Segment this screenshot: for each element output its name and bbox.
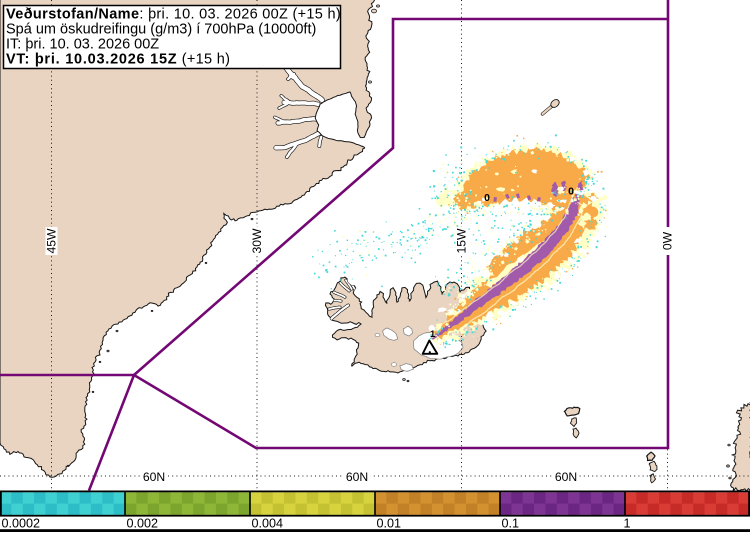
svg-text:0W: 0W	[661, 231, 675, 250]
svg-text:45W: 45W	[45, 228, 59, 254]
svg-text:60N: 60N	[143, 470, 165, 484]
svg-text:1: 1	[624, 517, 631, 531]
svg-text:0.002: 0.002	[127, 517, 159, 531]
svg-text:60N: 60N	[346, 470, 368, 484]
svg-text:30W: 30W	[250, 228, 264, 254]
svg-text:IT: þri. 10. 03. 2026 00Z: IT: þri. 10. 03. 2026 00Z	[6, 36, 159, 52]
svg-text:0.1: 0.1	[502, 517, 520, 531]
svg-text:0: 0	[484, 192, 490, 204]
svg-text:1: 1	[430, 329, 436, 340]
svg-text:0.0002: 0.0002	[2, 517, 41, 531]
svg-text:0: 0	[568, 186, 574, 198]
svg-text:60N: 60N	[555, 470, 577, 484]
svg-text:0.004: 0.004	[252, 517, 284, 531]
svg-text:15W: 15W	[455, 228, 469, 254]
svg-text:Veðurstofan/Name: þri. 10. 03.: Veðurstofan/Name: þri. 10. 03. 2026 00Z …	[6, 6, 341, 22]
svg-text:Spá um öskudreifingu (g/m3) í: Spá um öskudreifingu (g/m3) í 700hPa (10…	[6, 22, 316, 38]
svg-text:VT: þri. 10.03.2026 15Z (+15 h: VT: þri. 10.03.2026 15Z (+15 h)	[6, 52, 230, 68]
svg-text:0.01: 0.01	[377, 517, 402, 531]
